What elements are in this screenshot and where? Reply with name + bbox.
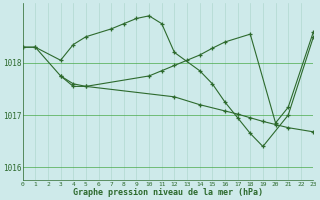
- X-axis label: Graphe pression niveau de la mer (hPa): Graphe pression niveau de la mer (hPa): [73, 188, 263, 197]
